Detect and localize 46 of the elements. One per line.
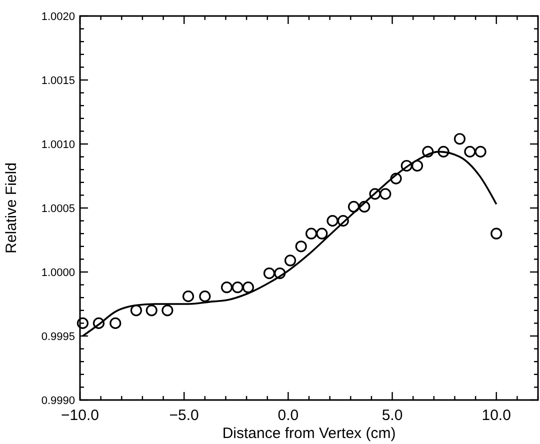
point bbox=[146, 304, 158, 316]
y-tick-label: 1.0000 bbox=[41, 267, 75, 279]
y-axis-title: Relative Field bbox=[3, 162, 20, 254]
point bbox=[316, 228, 328, 240]
point bbox=[380, 188, 392, 200]
x-axis-title: Distance from Vertex (cm) bbox=[222, 425, 396, 442]
point bbox=[295, 240, 307, 252]
point bbox=[182, 290, 194, 302]
y-tick-label: 1.0015 bbox=[41, 75, 75, 87]
point bbox=[400, 160, 412, 172]
point bbox=[110, 317, 122, 329]
point bbox=[130, 304, 142, 316]
point bbox=[358, 200, 370, 213]
y-tick-label: 0.9990 bbox=[41, 395, 75, 407]
point bbox=[263, 267, 276, 280]
point bbox=[305, 228, 318, 240]
point bbox=[232, 282, 244, 294]
y-tick-label: 0.9995 bbox=[41, 331, 75, 343]
point bbox=[284, 254, 296, 266]
x-tick-label: −5.0 bbox=[169, 407, 199, 424]
point bbox=[464, 146, 476, 158]
point bbox=[454, 133, 466, 145]
point bbox=[199, 290, 211, 302]
point bbox=[474, 146, 486, 158]
point bbox=[220, 282, 233, 294]
point bbox=[92, 317, 105, 329]
point bbox=[337, 215, 349, 227]
x-tick-label: 5.0 bbox=[382, 407, 403, 424]
point bbox=[162, 304, 174, 316]
x-tick-label: 10.0 bbox=[482, 407, 511, 424]
y-tick-label: 1.0020 bbox=[41, 11, 75, 23]
point bbox=[76, 317, 89, 329]
point bbox=[411, 160, 424, 172]
x-tick-label: −10.0 bbox=[61, 407, 99, 424]
point bbox=[326, 215, 338, 227]
point bbox=[242, 282, 254, 294]
point bbox=[369, 188, 381, 200]
point bbox=[274, 267, 286, 280]
y-tick-label: 1.0010 bbox=[41, 139, 75, 151]
x-tick-label: 0.0 bbox=[278, 407, 299, 424]
point bbox=[422, 146, 434, 158]
point bbox=[490, 228, 502, 240]
point bbox=[438, 146, 450, 158]
y-tick-label: 1.0005 bbox=[41, 203, 75, 215]
point bbox=[348, 200, 360, 213]
point bbox=[390, 172, 402, 184]
